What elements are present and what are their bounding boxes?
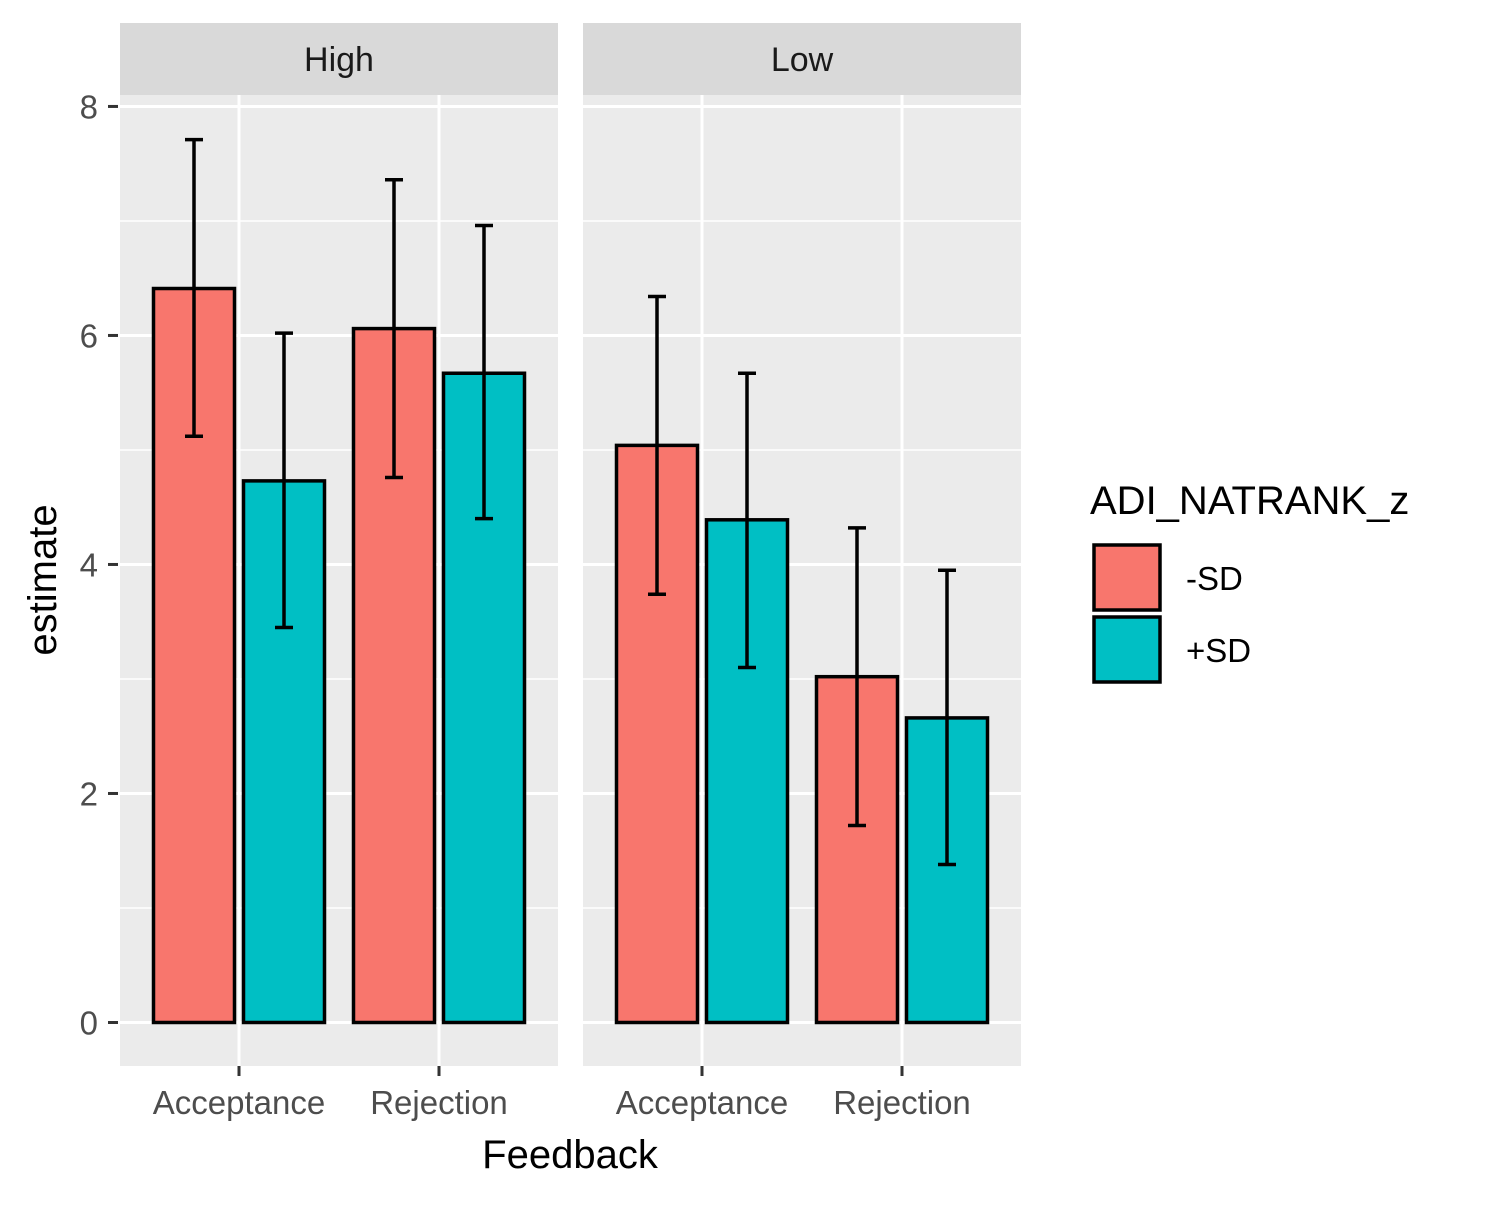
legend-title: ADI_NATRANK_z [1090, 479, 1409, 523]
facet-strip-label: High [304, 41, 374, 79]
axes-layer: Acceptance Rejection Acceptance Rejection 0 2… [80, 88, 971, 1121]
y-tick-label: 0 [80, 1004, 98, 1041]
facet-strip [120, 23, 558, 95]
facet-strip [583, 23, 1021, 95]
legend-label: -SD [1186, 560, 1243, 597]
y-tick-label: 8 [80, 88, 98, 125]
legend: ADI_NATRANK_z -SD +SD [1090, 479, 1409, 684]
y-tick-label: 2 [80, 775, 98, 812]
x-tick-label: Rejection [370, 1084, 508, 1121]
x-tick-label: Acceptance [153, 1084, 325, 1121]
facet-strip-label: Low [771, 41, 834, 79]
y-tick-label: 4 [80, 546, 98, 583]
x-axis-title: Feedback [482, 1133, 659, 1177]
panel-high: High [120, 23, 558, 1066]
legend-entries: -SD +SD [1092, 543, 1251, 684]
x-tick-label: Acceptance [616, 1084, 788, 1121]
y-axis-title: estimate [21, 504, 65, 655]
legend-label: +SD [1186, 632, 1251, 669]
legend-key [1092, 543, 1162, 612]
panels-layer: High Low [120, 23, 1021, 1066]
y-tick-label: 6 [80, 317, 98, 354]
x-tick-label: Rejection [833, 1084, 971, 1121]
panel-low: Low [583, 23, 1021, 1066]
legend-key [1092, 615, 1162, 684]
